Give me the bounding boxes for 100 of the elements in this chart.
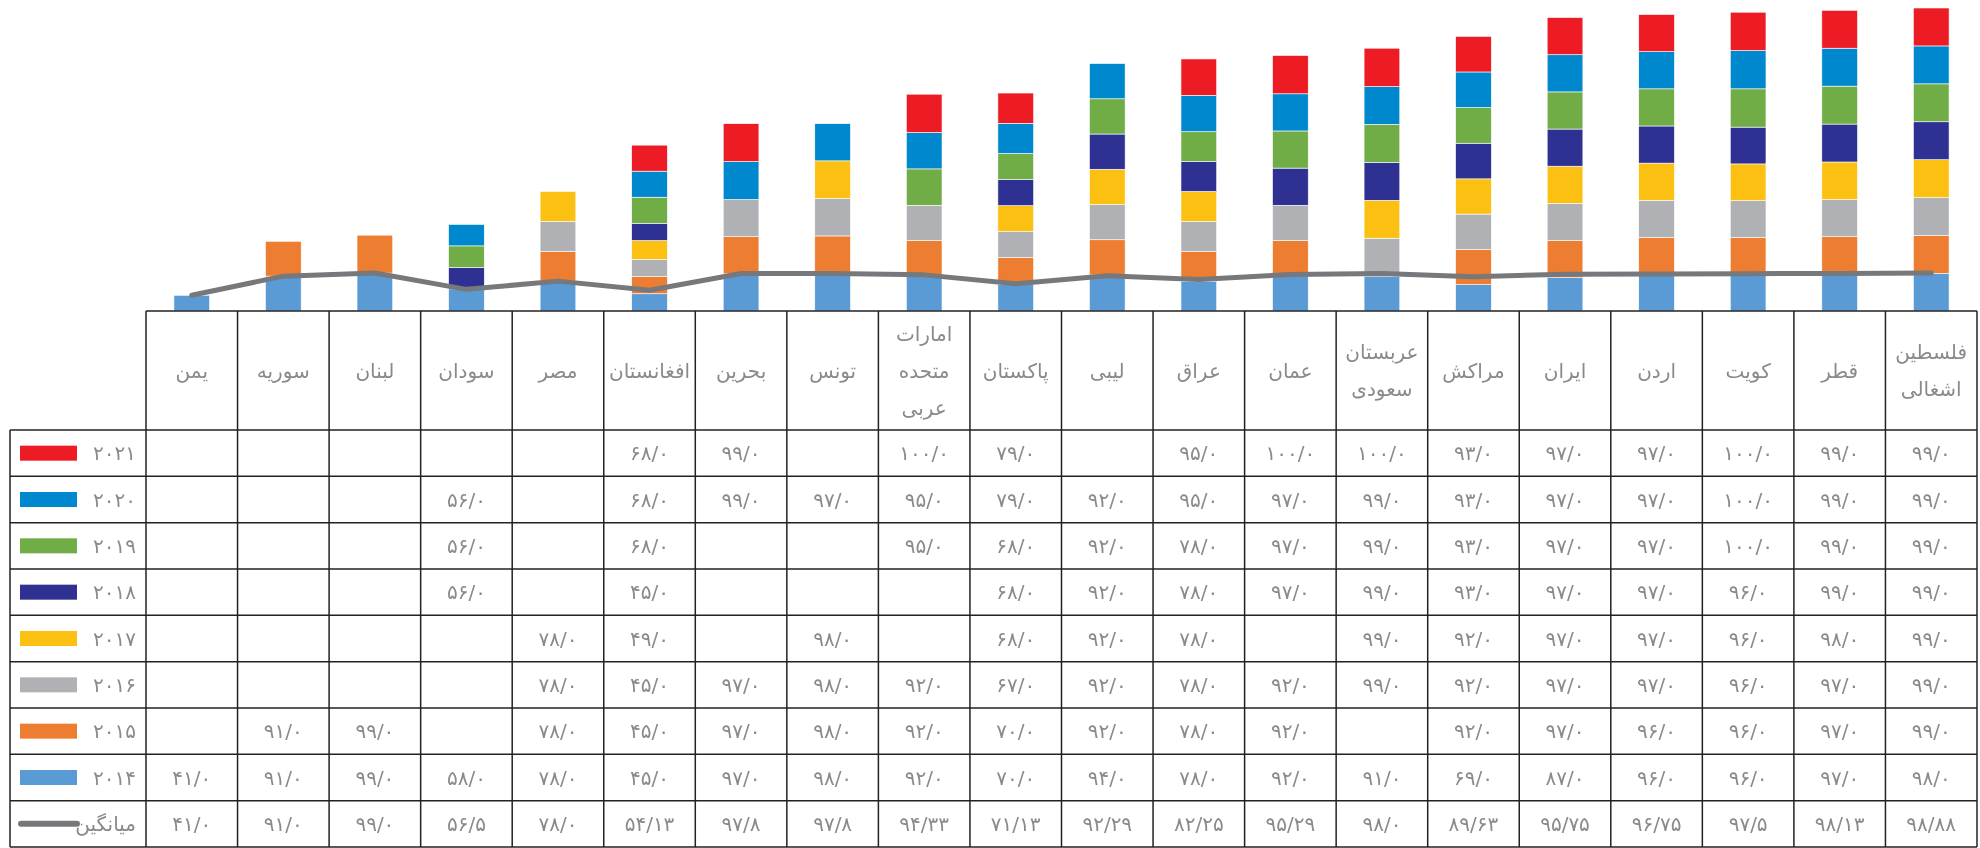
data-label: ۹۹/۰: [1362, 672, 1402, 697]
data-label: ۹۶/۰: [1728, 626, 1768, 651]
data-label: ۹۲/۰: [1087, 533, 1127, 558]
data-label: ۹۵/۰: [904, 533, 944, 558]
data-label: ۹۹/۰: [355, 811, 395, 836]
data-label: ۷۸/۰: [1179, 626, 1219, 651]
data-label: ۹۸/۰: [813, 626, 853, 651]
data-label: ۹۶/۰: [1637, 765, 1677, 790]
data-label: ۹۶/۷۵: [1631, 811, 1682, 836]
x-tick-label: عراق: [1176, 358, 1221, 383]
x-tick-label: مراکش: [1442, 358, 1505, 383]
data-label: ۹۹/۰: [1820, 487, 1860, 512]
data-label: ۹۷/۰: [1270, 487, 1310, 512]
data-label: ۹۳/۰: [1453, 580, 1493, 605]
data-label: ۹۷/۰: [813, 487, 853, 512]
x-tick-label: عمان: [1268, 358, 1313, 383]
data-label: ۵۶/۰: [446, 487, 486, 512]
data-label: ۹۹/۰: [1911, 487, 1951, 512]
legend-label: ۲۰۲۰: [93, 487, 136, 512]
data-label: ۴۵/۰: [630, 580, 670, 605]
x-tick-label: یمن: [175, 358, 208, 383]
x-tick-label: کویت: [1725, 358, 1772, 383]
data-label: ۹۹/۰: [721, 441, 761, 466]
data-label: ۹۷/۰: [1545, 672, 1585, 697]
data-label: ۴۹/۰: [630, 626, 670, 651]
data-label: ۹۷/۰: [1820, 672, 1860, 697]
data-label: ۷۹/۰: [996, 441, 1036, 466]
data-label: ۹۲/۰: [1453, 672, 1493, 697]
data-label: ۶۷/۰: [996, 672, 1036, 697]
x-tick-label: افغانستان: [608, 358, 691, 383]
data-label: ۷۸/۰: [1179, 719, 1219, 744]
data-label: ۱۰۰/۰: [1357, 441, 1407, 466]
data-label: ۹۷/۰: [1637, 626, 1677, 651]
data-label: ۶۸/۰: [630, 533, 670, 558]
data-label: ۹۷/۰: [1637, 487, 1677, 512]
data-label: ۹۶/۰: [1728, 672, 1768, 697]
data-label: ۹۹/۰: [355, 719, 395, 744]
x-tick-label: ایران: [1543, 358, 1587, 383]
data-label: ۹۵/۰: [904, 487, 944, 512]
data-label: ۹۹/۰: [355, 765, 395, 790]
data-label: ۷۸/۰: [1179, 533, 1219, 558]
data-label: ۹۹/۰: [1911, 441, 1951, 466]
data-label: ۹۲/۰: [1270, 765, 1310, 790]
x-tick-label: لیبی: [1089, 358, 1125, 383]
data-label: ۹۱/۰: [263, 811, 303, 836]
data-label: ۹۳/۰: [1453, 533, 1493, 558]
data-label: ۶۸/۰: [630, 441, 670, 466]
data-label: ۹۷/۸: [813, 811, 853, 836]
data-label: ۹۸/۰: [1362, 811, 1402, 836]
data-label: ۹۱/۰: [1362, 765, 1402, 790]
data-label: ۹۲/۰: [1270, 672, 1310, 697]
data-label: ۹۶/۰: [1637, 719, 1677, 744]
data-label: ۹۹/۰: [1911, 533, 1951, 558]
x-tick-label: قطر: [1820, 358, 1859, 383]
data-label: ۵۸/۰: [446, 765, 486, 790]
data-label: ۹۶/۰: [1728, 719, 1768, 744]
legend-label: ۲۰۱۵: [93, 719, 136, 744]
data-label: ۹۲/۰: [1087, 626, 1127, 651]
data-label: ۵۴/۱۳: [624, 811, 675, 836]
data-label: ۶۸/۰: [996, 626, 1036, 651]
data-label: ۹۷/۰: [721, 765, 761, 790]
data-label: ۱۰۰/۰: [1723, 441, 1773, 466]
data-label: ۹۷/۰: [1545, 580, 1585, 605]
data-label: ۶۸/۰: [996, 580, 1036, 605]
data-label: ۹۱/۰: [263, 719, 303, 744]
data-label: ۹۷/۰: [1820, 765, 1860, 790]
data-label: ۵۶/۵: [446, 811, 486, 836]
data-label: ۹۷/۰: [1270, 580, 1310, 605]
data-label: ۹۷/۰: [1545, 719, 1585, 744]
data-label: ۵۶/۰: [446, 580, 486, 605]
data-label: ۹۲/۰: [1453, 719, 1493, 744]
data-label: ۹۱/۰: [263, 765, 303, 790]
data-label: ۷۸/۰: [538, 811, 578, 836]
data-label: ۴۵/۰: [630, 672, 670, 697]
data-label: ۷۹/۰: [996, 487, 1036, 512]
data-label: ۹۲/۰: [1087, 672, 1127, 697]
data-label: ۹۸/۰: [813, 719, 853, 744]
data-label: ۹۳/۰: [1453, 441, 1493, 466]
data-label: ۶۸/۰: [996, 533, 1036, 558]
data-label: ۹۲/۰: [1087, 719, 1127, 744]
data-label: ۹۲/۰: [1087, 487, 1127, 512]
data-label: ۹۸/۰: [813, 765, 853, 790]
x-tick-label: عربستان سعودی: [1345, 340, 1419, 401]
x-tick-label: تونس: [809, 358, 857, 383]
data-label: ۷۸/۰: [1179, 765, 1219, 790]
data-label: ۹۵/۰: [1179, 441, 1219, 466]
data-label: ۹۷/۵: [1728, 811, 1768, 836]
data-label: ۹۷/۰: [1545, 626, 1585, 651]
x-tick-label: مصر: [537, 358, 578, 383]
data-label: ۹۷/۰: [1637, 533, 1677, 558]
data-label: ۷۸/۰: [538, 719, 578, 744]
bar: [906, 275, 943, 312]
bar: [1729, 273, 1767, 312]
legend-label: ۲۰۱۷: [93, 626, 137, 651]
bar: [1821, 273, 1858, 312]
data-label: ۹۸/۰: [1820, 626, 1860, 651]
data-label: ۸۲/۲۵: [1173, 811, 1224, 836]
x-tick-label: اردن: [1637, 358, 1676, 383]
data-label: ۹۹/۰: [1911, 719, 1951, 744]
x-tick-label: لبنان: [355, 358, 395, 383]
